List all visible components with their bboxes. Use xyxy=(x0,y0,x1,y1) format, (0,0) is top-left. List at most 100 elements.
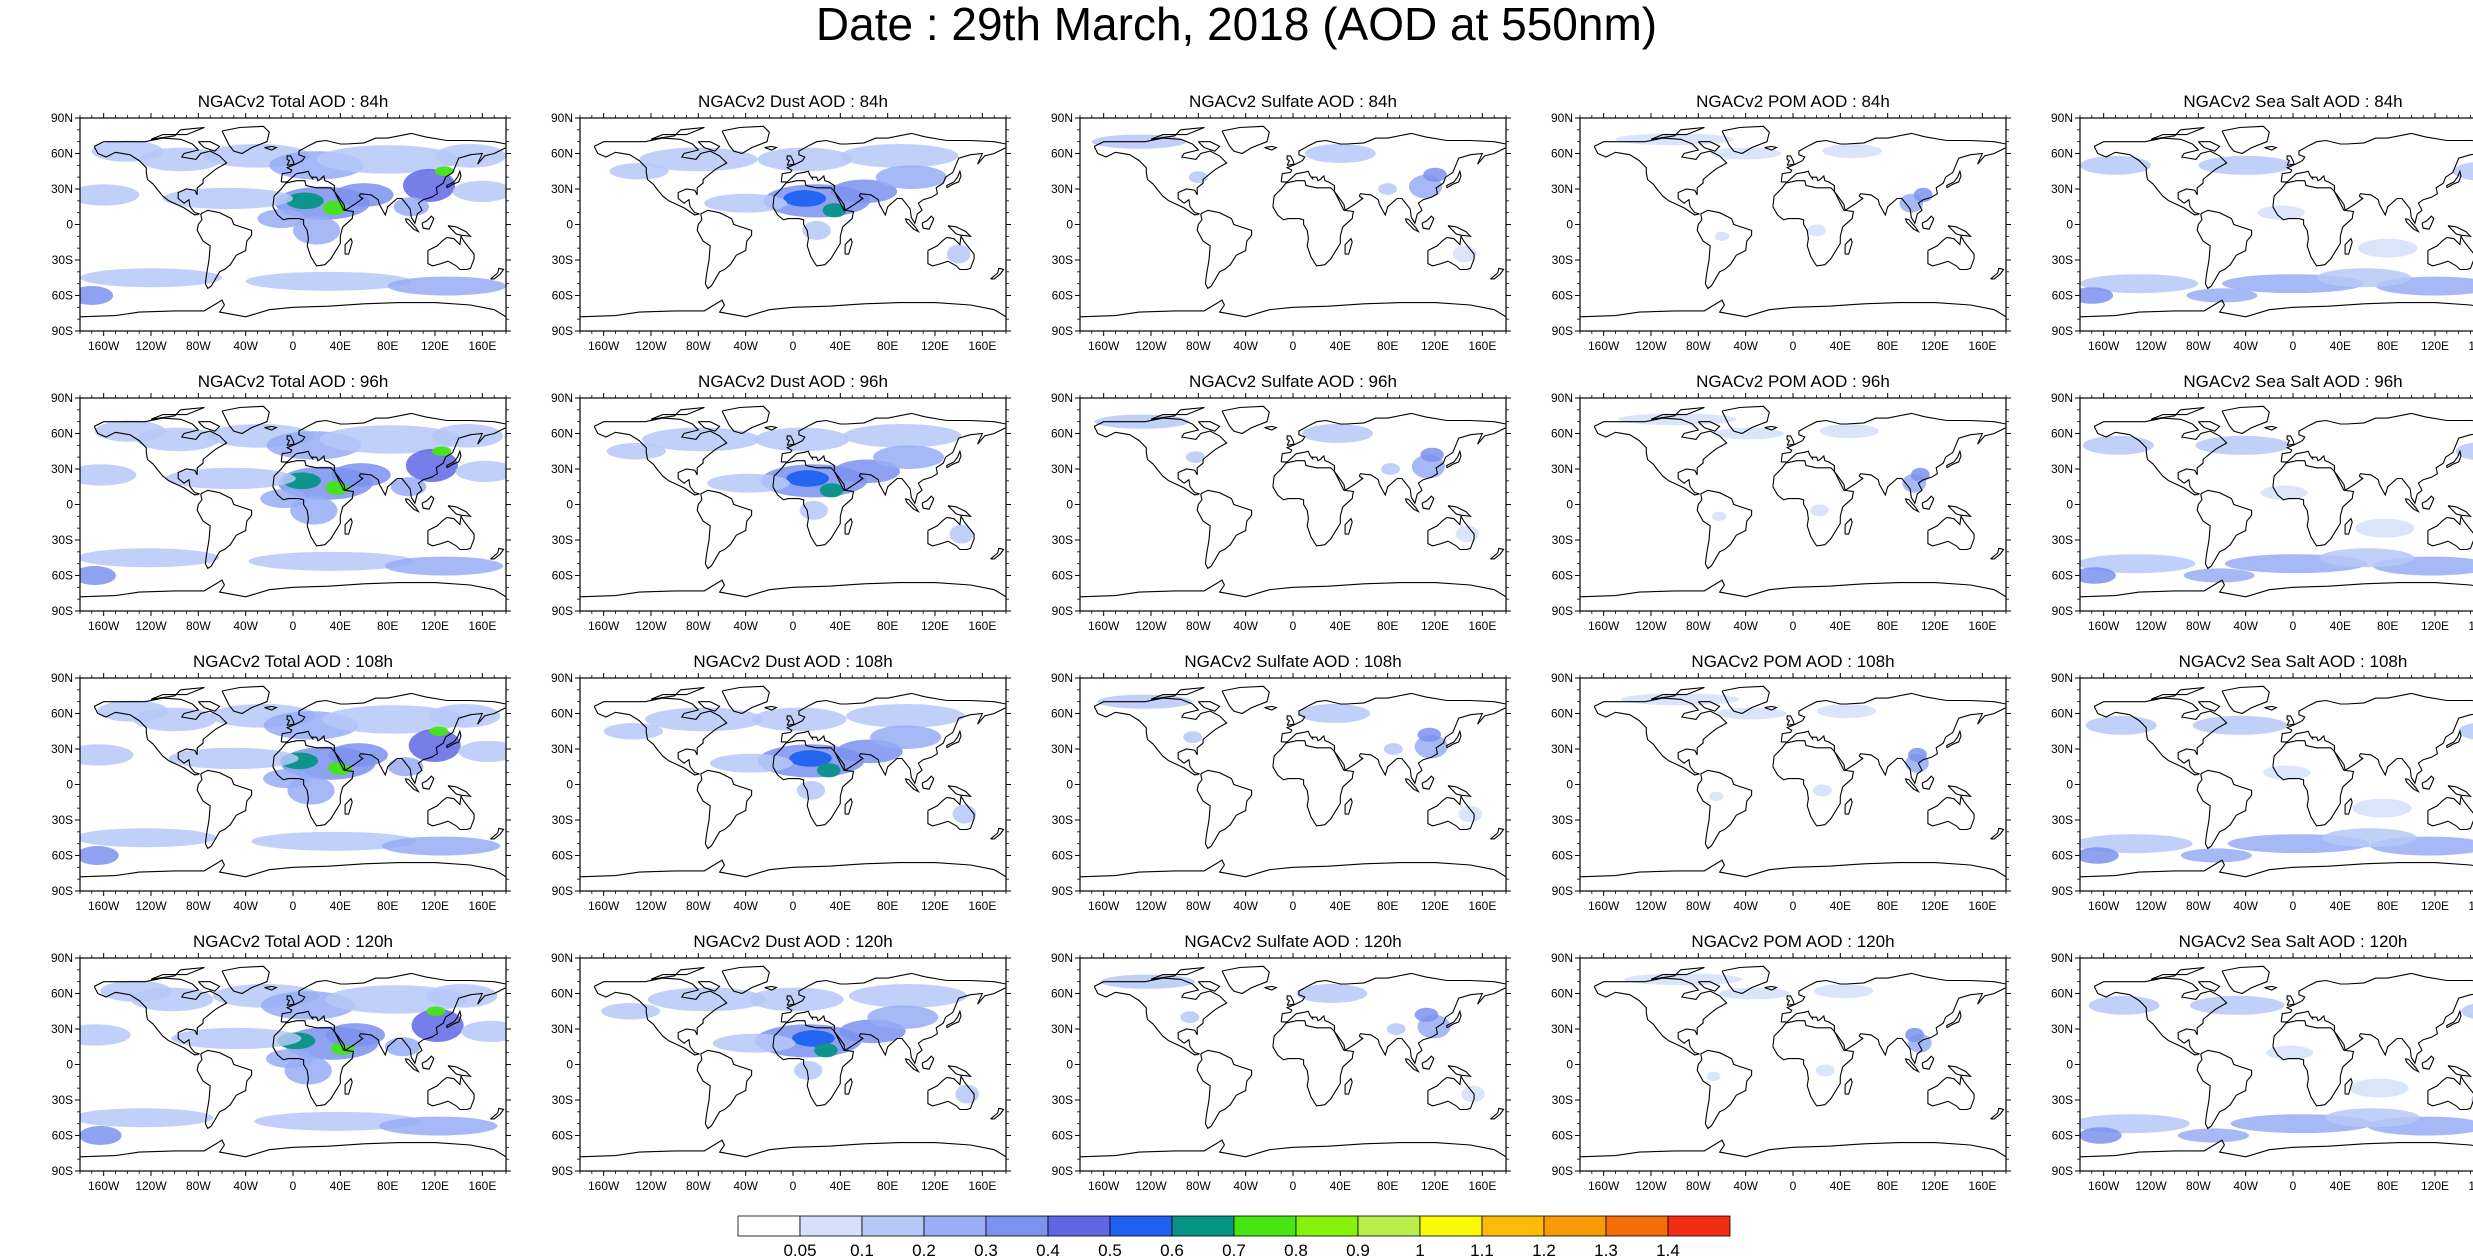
lon-label: 160E xyxy=(1468,899,1496,913)
coastline xyxy=(1990,827,2005,840)
aod-plume xyxy=(2080,287,2114,304)
coastline xyxy=(1404,498,1421,514)
coastline xyxy=(1721,405,1770,435)
coastline xyxy=(990,547,1005,560)
lat-label: 90N xyxy=(1051,391,1073,405)
colorbar-label: 0.7 xyxy=(1222,1241,1246,1260)
lon-label: 160W xyxy=(1588,1179,1620,1193)
coastline xyxy=(764,985,778,991)
lon-label: 80W xyxy=(1686,1179,1711,1193)
aod-plume xyxy=(2461,1003,2473,1019)
coastline xyxy=(1947,505,1973,518)
aod-plume xyxy=(133,707,217,732)
lat-label: 0 xyxy=(1066,1058,1073,1072)
aod-plume xyxy=(1188,171,1208,184)
lon-label: 40E xyxy=(1330,339,1351,353)
coastlines xyxy=(1080,125,1506,318)
coastline xyxy=(786,715,795,726)
coastline xyxy=(2280,972,2473,1065)
aod-plume xyxy=(1420,447,1444,462)
aod-field xyxy=(580,398,1006,611)
coastline xyxy=(2272,180,2355,267)
lon-label: 160E xyxy=(1968,339,1996,353)
aod-field xyxy=(80,398,506,611)
coastline xyxy=(580,299,1006,318)
coastline xyxy=(1904,498,1921,514)
coastline xyxy=(1280,972,1506,1065)
aod-plume xyxy=(793,1060,823,1080)
coastline xyxy=(447,505,473,518)
lon-label: 40E xyxy=(1830,619,1851,633)
lat-label: 30N xyxy=(2051,462,2073,476)
aod-plume xyxy=(458,740,506,763)
lon-label: 120W xyxy=(1135,1179,1167,1193)
lon-label: 40W xyxy=(1733,899,1758,913)
lat-label: 60S xyxy=(1052,849,1073,863)
colorbar-label: 0.3 xyxy=(974,1241,998,1260)
coastline xyxy=(1490,827,1505,840)
coastline xyxy=(1780,412,2006,505)
coastline xyxy=(446,449,462,469)
coastline xyxy=(2427,514,2473,551)
coastline xyxy=(1080,1139,1506,1158)
coastline xyxy=(2196,769,2253,850)
lat-label: 60S xyxy=(1552,1129,1573,1143)
coastline xyxy=(280,692,506,785)
coastline xyxy=(1421,495,1435,510)
coastline xyxy=(1490,1107,1505,1120)
aod-plume xyxy=(2260,485,2308,500)
lon-label: 120E xyxy=(1421,899,1449,913)
coastlines xyxy=(1080,685,1506,878)
lon-label: 0 xyxy=(1790,339,1797,353)
coastline xyxy=(2446,729,2462,749)
coastline xyxy=(780,972,1006,1065)
coastline xyxy=(947,225,973,238)
aod-plume xyxy=(1812,784,1832,797)
coastline xyxy=(1696,489,1753,570)
coastline xyxy=(2150,126,2205,140)
coastline xyxy=(1280,132,1506,225)
coastline xyxy=(150,686,205,700)
coastline xyxy=(1780,132,2006,225)
lat-label: 90S xyxy=(1552,1164,1573,1178)
lon-label: 0 xyxy=(290,339,297,353)
lon-label: 80W xyxy=(1686,899,1711,913)
coastline xyxy=(421,775,435,790)
aod-field xyxy=(1580,118,2006,331)
aod-plume xyxy=(260,489,308,509)
aod-plume xyxy=(789,750,832,767)
lon-label: 120W xyxy=(135,339,167,353)
lon-label: 40E xyxy=(830,899,851,913)
lat-label: 30N xyxy=(1051,742,1073,756)
lat-label: 30N xyxy=(51,742,73,756)
lat-label: 0 xyxy=(1066,778,1073,792)
aod-plume xyxy=(403,168,456,203)
coastline xyxy=(2196,209,2253,290)
lon-label: 40E xyxy=(830,619,851,633)
aod-plume xyxy=(80,566,116,585)
lon-label: 40W xyxy=(233,339,258,353)
lon-label: 160E xyxy=(468,339,496,353)
coastline xyxy=(1650,686,1705,700)
coastline xyxy=(1264,705,1278,711)
lat-label: 90S xyxy=(552,884,573,898)
lon-label: 80E xyxy=(2377,1179,2398,1193)
lon-label: 40W xyxy=(233,899,258,913)
aod-plume xyxy=(387,276,506,296)
coastline xyxy=(764,705,778,711)
lon-label: 80E xyxy=(877,1179,898,1193)
aod-plume xyxy=(949,524,974,544)
lon-label: 120W xyxy=(2135,619,2167,633)
coastline xyxy=(2093,977,2228,1056)
aod-field xyxy=(580,678,1006,891)
coastline xyxy=(80,1139,506,1158)
aod-plume xyxy=(1378,183,1398,195)
lat-label: 0 xyxy=(1566,218,1573,232)
map-panel: NGACv2 Sulfate AOD : 84h 90N 60N 30N 0 30S 60S… xyxy=(1040,92,1540,362)
lon-label: 80E xyxy=(2377,899,2398,913)
aod-plume xyxy=(1706,1071,1721,1082)
coastline xyxy=(196,1049,253,1130)
aod-plume xyxy=(331,463,391,487)
aod-plume xyxy=(2263,765,2311,780)
colorbar-label: 0.05 xyxy=(783,1241,816,1260)
